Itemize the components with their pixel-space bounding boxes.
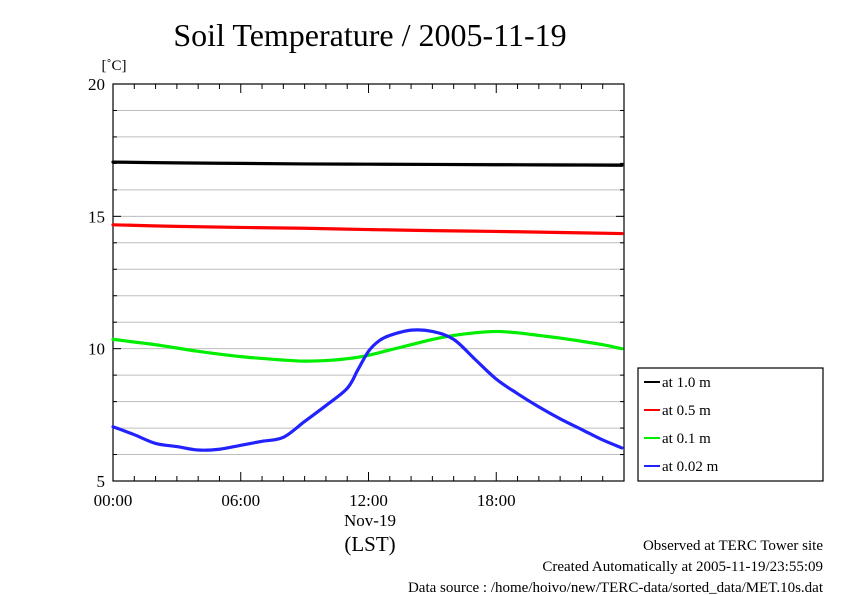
series-line-3	[111, 328, 624, 452]
footer-created: Created Automatically at 2005-11-19/23:5…	[542, 559, 823, 575]
footer-data-source: Data source : /home/hoivo/new/TERC-data/…	[408, 580, 824, 595]
x-tick-label: 12:00	[349, 491, 388, 510]
x-tick-label: 00:00	[94, 491, 133, 510]
y-tick-label: 15	[88, 207, 105, 226]
legend-entry-label: at 0.02 m	[662, 459, 719, 475]
axes	[112, 83, 625, 482]
legend-entry-label: at 0.5 m	[662, 403, 711, 419]
legend: at 1.0 m at 0.5 m at 0.1 m at 0.02 m	[637, 367, 824, 482]
plot-frame	[112, 83, 625, 482]
y-axis-label: [˚C]	[102, 58, 127, 74]
x-tick-labels: 00:00 06:00 12:00 18:00	[94, 491, 516, 510]
series-line-2	[111, 329, 624, 363]
x-tick-label: 18:00	[477, 491, 516, 510]
y-tick-label: 5	[97, 472, 106, 491]
x-tick-label: 06:00	[221, 491, 260, 510]
legend-entry-label: at 0.1 m	[662, 431, 711, 447]
chart-title: Soil Temperature / 2005-11-19	[173, 17, 566, 53]
series-line-0	[111, 160, 624, 167]
series-line-1	[111, 223, 624, 236]
x-sublabel: Nov-19	[344, 511, 396, 530]
x-axis-label: (LST)	[344, 532, 395, 556]
legend-box	[637, 367, 824, 482]
y-tick-label: 10	[88, 340, 105, 359]
footer-observed: Observed at TERC Tower site	[643, 538, 823, 554]
legend-entry-label: at 1.0 m	[662, 375, 711, 391]
y-tick-labels: 5 10 15 20	[88, 75, 105, 491]
y-tick-label: 20	[88, 75, 105, 94]
series-lines	[111, 160, 624, 452]
